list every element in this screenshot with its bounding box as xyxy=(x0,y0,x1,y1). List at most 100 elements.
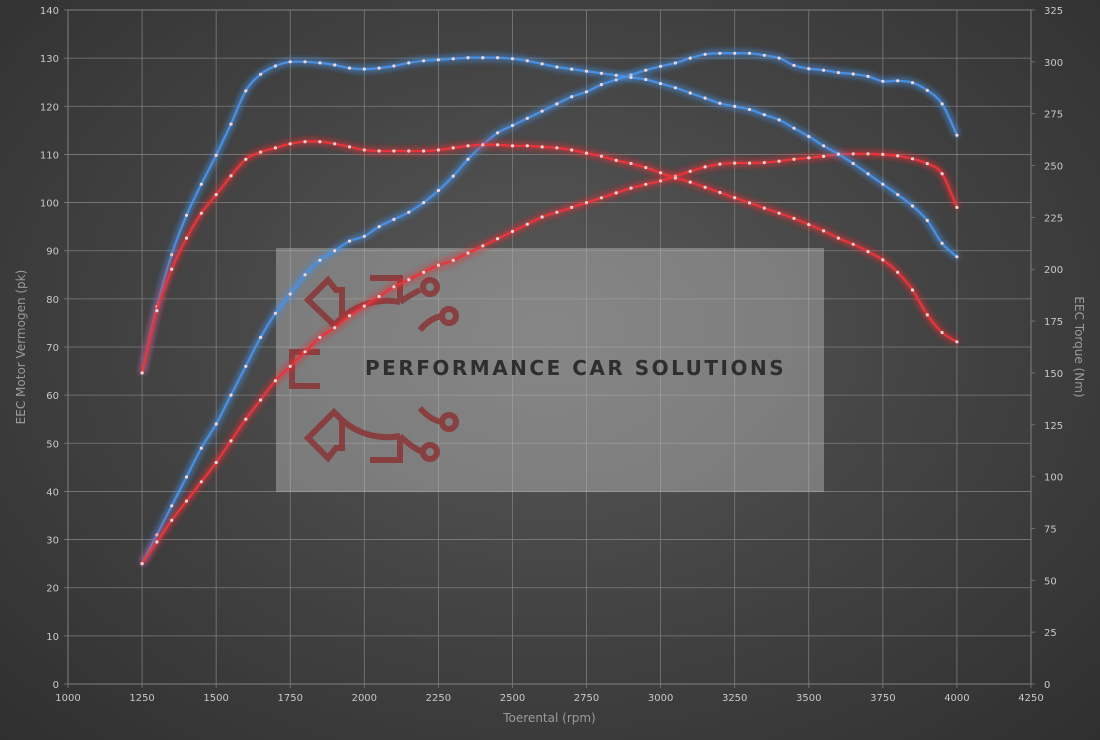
data-point xyxy=(392,149,396,153)
y-axis-left-title: EEC Motor Vermogen (pk) xyxy=(14,270,28,425)
data-point xyxy=(422,270,426,274)
y-right-tick-label: 325 xyxy=(1044,6,1063,17)
data-point xyxy=(792,63,796,67)
data-point xyxy=(481,244,485,248)
data-point xyxy=(436,188,440,193)
data-point xyxy=(925,162,929,166)
data-point xyxy=(318,140,322,144)
y-right-tick-label: 125 xyxy=(1044,421,1063,432)
data-point xyxy=(436,263,440,267)
data-point xyxy=(718,162,722,166)
x-tick-label: 3500 xyxy=(796,693,821,704)
data-point xyxy=(747,161,752,165)
data-point xyxy=(244,364,248,368)
data-point xyxy=(377,66,381,70)
data-point xyxy=(955,255,959,259)
data-point xyxy=(955,340,959,344)
data-point xyxy=(540,109,544,113)
y-right-tick-label: 175 xyxy=(1044,317,1063,328)
data-point xyxy=(199,446,203,450)
data-point xyxy=(836,71,841,75)
data-point xyxy=(540,62,544,66)
data-point xyxy=(273,311,277,315)
data-point xyxy=(347,314,352,318)
data-point xyxy=(229,174,233,178)
x-tick-label: 1250 xyxy=(129,693,154,704)
data-point xyxy=(599,196,604,200)
data-point xyxy=(525,144,529,148)
data-point xyxy=(466,144,470,148)
x-tick-label: 2500 xyxy=(500,693,525,704)
data-point xyxy=(510,57,515,61)
data-point xyxy=(688,180,692,184)
data-point xyxy=(392,217,396,221)
y-left-tick-label: 140 xyxy=(40,6,59,17)
data-point xyxy=(614,73,618,77)
data-point xyxy=(747,201,752,205)
data-point xyxy=(170,518,174,522)
x-tick-label: 1750 xyxy=(278,693,303,704)
y-left-tick-label: 0 xyxy=(53,680,59,691)
data-point xyxy=(584,151,589,155)
y-right-tick-label: 0 xyxy=(1044,680,1050,691)
data-point xyxy=(184,236,189,240)
data-point xyxy=(214,460,218,465)
data-point xyxy=(703,185,707,189)
data-point xyxy=(896,154,900,158)
data-point xyxy=(303,60,307,64)
data-point xyxy=(555,210,559,214)
data-point xyxy=(733,196,737,200)
data-point xyxy=(451,57,455,61)
data-point xyxy=(762,206,766,210)
data-point xyxy=(199,182,203,186)
y-right-tick-label: 25 xyxy=(1044,628,1057,639)
y-left-tick-label: 130 xyxy=(40,54,59,65)
data-point xyxy=(866,74,870,78)
data-point xyxy=(955,205,959,209)
watermark: PERFORMANCE CAR SOLUTIONS xyxy=(276,248,824,492)
data-point xyxy=(673,61,678,65)
data-point xyxy=(333,142,337,146)
data-point xyxy=(673,86,678,90)
data-point xyxy=(733,51,737,55)
data-point xyxy=(436,148,440,152)
data-point xyxy=(303,350,307,354)
data-point xyxy=(792,157,796,161)
data-point xyxy=(925,218,929,223)
data-point xyxy=(570,95,574,99)
data-point xyxy=(347,66,352,70)
x-tick-label: 1000 xyxy=(55,693,80,704)
data-point xyxy=(866,250,870,254)
data-point xyxy=(718,190,722,195)
data-point xyxy=(762,161,766,165)
data-point xyxy=(288,292,292,296)
data-point xyxy=(229,122,233,126)
data-point xyxy=(881,258,885,262)
x-tick-label: 4250 xyxy=(1018,693,1043,704)
y-left-tick-label: 100 xyxy=(40,199,59,210)
data-point xyxy=(940,241,944,245)
data-point xyxy=(214,153,218,157)
data-point xyxy=(466,251,470,255)
data-point xyxy=(644,182,648,186)
data-point xyxy=(525,59,529,63)
series-3 xyxy=(140,140,959,375)
data-point xyxy=(496,56,500,60)
data-point xyxy=(629,161,633,166)
data-point xyxy=(584,69,589,73)
data-point xyxy=(718,51,722,55)
data-point xyxy=(570,148,574,152)
data-point xyxy=(407,210,411,214)
data-point xyxy=(244,89,248,93)
data-point xyxy=(644,166,648,170)
data-point xyxy=(614,158,618,162)
data-point xyxy=(407,278,411,282)
data-point xyxy=(733,104,737,108)
data-point xyxy=(836,152,841,156)
y-right-tick-label: 250 xyxy=(1044,162,1063,173)
data-point xyxy=(318,335,322,339)
axis-ticks: 1000 1250 1500 1750 2000 2250 2500 2750 3000 3250… xyxy=(40,6,1063,704)
data-point xyxy=(822,144,826,148)
data-point xyxy=(599,154,604,158)
y-left-tick-label: 80 xyxy=(46,295,59,306)
